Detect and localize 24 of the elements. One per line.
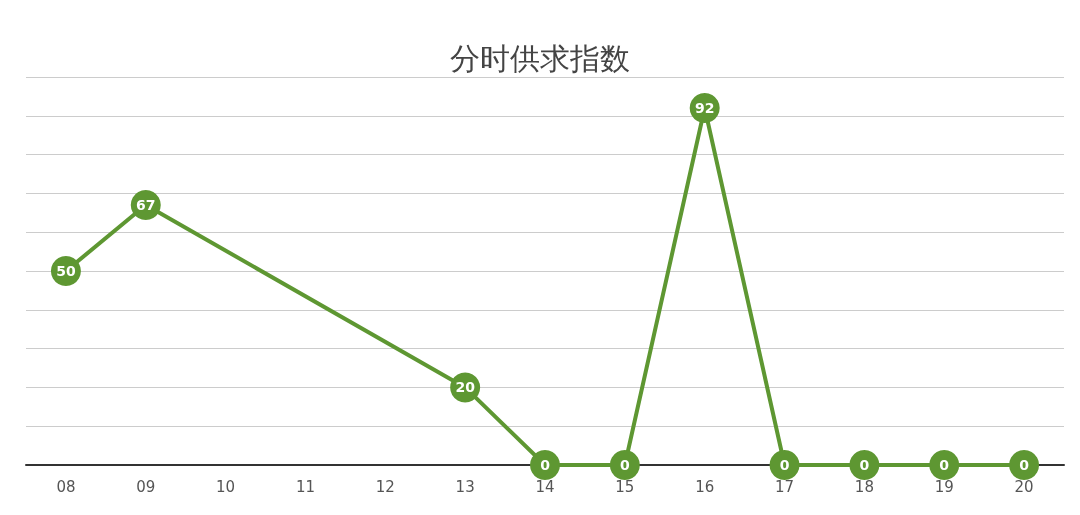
x-tick-label: 18 bbox=[854, 477, 874, 496]
x-tick-label: 14 bbox=[535, 477, 555, 496]
x-tick-label: 20 bbox=[1014, 477, 1034, 496]
x-tick-label: 11 bbox=[295, 477, 316, 496]
data-label: 50 bbox=[56, 263, 76, 279]
x-tick-label: 10 bbox=[216, 477, 236, 496]
data-label: 0 bbox=[1019, 457, 1030, 473]
chart-title: 分时供求指数 bbox=[450, 40, 630, 76]
data-label: 20 bbox=[455, 379, 476, 396]
x-tick-label: 17 bbox=[774, 477, 795, 496]
data-label: 0 bbox=[619, 457, 630, 473]
x-tick-label: 16 bbox=[695, 477, 715, 496]
x-tick-label: 09 bbox=[136, 477, 156, 496]
data-label: 0 bbox=[540, 457, 551, 473]
data-label: 0 bbox=[859, 457, 870, 473]
x-tick-label: 08 bbox=[56, 477, 76, 496]
x-tick-label: 19 bbox=[934, 477, 954, 496]
data-label: 67 bbox=[136, 197, 156, 214]
data-label: 0 bbox=[779, 457, 790, 473]
x-tick-label: 12 bbox=[375, 477, 395, 496]
data-label: 92 bbox=[694, 100, 715, 117]
data-label: 0 bbox=[939, 457, 950, 473]
x-tick-label: 13 bbox=[455, 477, 475, 496]
x-tick-label: 15 bbox=[615, 477, 635, 496]
